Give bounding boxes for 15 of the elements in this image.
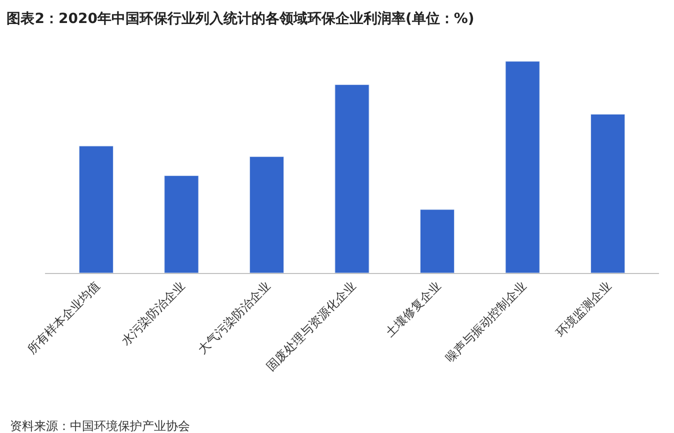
x-tick-label: 噪声与振动控制企业: [442, 278, 529, 366]
x-tick-label: 大气污染防治企业: [195, 278, 274, 357]
bar: [334, 84, 370, 273]
bar: [505, 61, 540, 273]
bar: [590, 114, 626, 273]
x-tick-label: 水污染防治企业: [118, 278, 188, 348]
x-tick-label: 所有样本企业均值: [24, 278, 103, 357]
bar: [78, 146, 114, 273]
text: 资料来源：中国环境保护产业协会: [10, 419, 190, 433]
bar: [249, 156, 284, 273]
x-tick-label: 环境监测企业: [553, 278, 614, 340]
chart-title: 图表2：2020年中国环保行业列入统计的各领域环保企业利润率(单位：%): [6, 10, 474, 27]
bar: [164, 175, 199, 273]
bar: [420, 209, 455, 273]
x-tick-label: 土壤修复企业: [382, 278, 444, 340]
